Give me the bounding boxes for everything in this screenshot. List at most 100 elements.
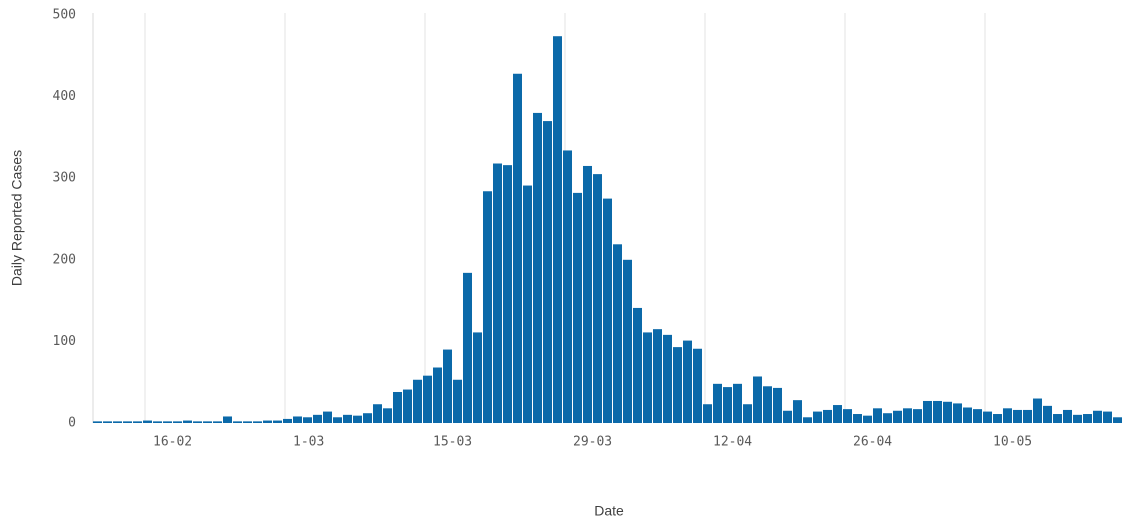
bar bbox=[1063, 409, 1072, 423]
bar bbox=[923, 400, 932, 423]
bar bbox=[233, 421, 242, 423]
bar bbox=[103, 421, 112, 423]
bar bbox=[473, 332, 482, 423]
bar bbox=[1033, 398, 1042, 423]
x-tick-label: 10-05 bbox=[993, 435, 1032, 450]
bar bbox=[893, 410, 902, 423]
bar bbox=[703, 404, 712, 423]
bar bbox=[413, 379, 422, 423]
bar bbox=[483, 191, 492, 423]
x-tick-label: 15-03 bbox=[433, 435, 472, 450]
y-tick-label: 100 bbox=[53, 334, 76, 349]
bar bbox=[1113, 417, 1122, 423]
bar bbox=[823, 409, 832, 423]
bar bbox=[543, 121, 552, 423]
bar bbox=[353, 415, 362, 423]
bar bbox=[883, 413, 892, 423]
bar bbox=[653, 329, 662, 423]
bar bbox=[1083, 414, 1092, 423]
bar bbox=[613, 244, 622, 423]
bar bbox=[203, 421, 212, 423]
x-tick-label: 12-04 bbox=[713, 435, 752, 450]
bar bbox=[293, 416, 302, 423]
x-tick-label: 1-03 bbox=[293, 435, 324, 450]
bar bbox=[343, 414, 352, 423]
bar bbox=[433, 367, 442, 423]
x-tick-label: 26-04 bbox=[853, 435, 892, 450]
bar bbox=[113, 421, 122, 423]
x-tick-label: 16-02 bbox=[153, 435, 192, 450]
bar bbox=[303, 417, 312, 423]
bar bbox=[133, 421, 142, 423]
bar bbox=[1073, 414, 1082, 423]
bar bbox=[383, 408, 392, 423]
bar bbox=[623, 259, 632, 423]
bar bbox=[903, 408, 912, 423]
bar bbox=[723, 387, 732, 423]
bar bbox=[853, 414, 862, 423]
bar bbox=[1013, 409, 1022, 423]
bar bbox=[583, 165, 592, 423]
bar bbox=[863, 415, 872, 423]
bar bbox=[273, 420, 282, 423]
bar bbox=[673, 347, 682, 423]
bar bbox=[1023, 409, 1032, 423]
bar bbox=[683, 340, 692, 423]
bar bbox=[993, 414, 1002, 423]
bar bbox=[793, 400, 802, 423]
bar bbox=[403, 389, 412, 423]
bar bbox=[573, 192, 582, 423]
bar bbox=[93, 421, 102, 423]
bar bbox=[123, 421, 132, 423]
bar bbox=[773, 387, 782, 423]
x-axis-title: Date bbox=[594, 503, 624, 519]
bar bbox=[873, 408, 882, 423]
bar bbox=[563, 150, 572, 423]
bar bbox=[963, 407, 972, 423]
bar bbox=[183, 420, 192, 423]
bar bbox=[503, 165, 512, 424]
bar bbox=[253, 421, 262, 423]
bar bbox=[393, 391, 402, 423]
bar bbox=[913, 409, 922, 423]
y-axis-title: Daily Reported Cases bbox=[9, 150, 25, 286]
bar bbox=[263, 420, 272, 423]
bar bbox=[943, 401, 952, 423]
bar bbox=[593, 174, 602, 423]
bar bbox=[603, 198, 612, 423]
bar bbox=[1053, 414, 1062, 423]
y-tick-label: 400 bbox=[53, 89, 76, 104]
bar bbox=[153, 421, 162, 423]
bar bbox=[983, 411, 992, 423]
bar bbox=[463, 272, 472, 423]
bar bbox=[633, 307, 642, 423]
bar bbox=[443, 349, 452, 423]
bar bbox=[173, 421, 182, 423]
bar bbox=[663, 334, 672, 423]
bar bbox=[813, 411, 822, 423]
bar bbox=[743, 404, 752, 423]
bar bbox=[143, 420, 152, 423]
y-tick-label: 0 bbox=[68, 416, 76, 431]
bar bbox=[953, 403, 962, 423]
bar bbox=[713, 383, 722, 423]
bar bbox=[833, 405, 842, 423]
bar bbox=[643, 332, 652, 423]
bar bbox=[1093, 410, 1102, 423]
bar bbox=[363, 413, 372, 423]
bar bbox=[553, 36, 562, 423]
bar bbox=[333, 417, 342, 423]
x-tick-label: 29-03 bbox=[573, 435, 612, 450]
bar bbox=[523, 185, 532, 423]
bar bbox=[313, 414, 322, 423]
bar bbox=[1003, 408, 1012, 423]
bars bbox=[93, 36, 1122, 424]
bar bbox=[423, 375, 432, 423]
bar bbox=[783, 410, 792, 423]
y-tick-label: 300 bbox=[53, 171, 76, 186]
bar bbox=[533, 112, 542, 424]
bar bbox=[283, 418, 292, 423]
bar bbox=[163, 421, 172, 423]
bar bbox=[223, 416, 232, 423]
